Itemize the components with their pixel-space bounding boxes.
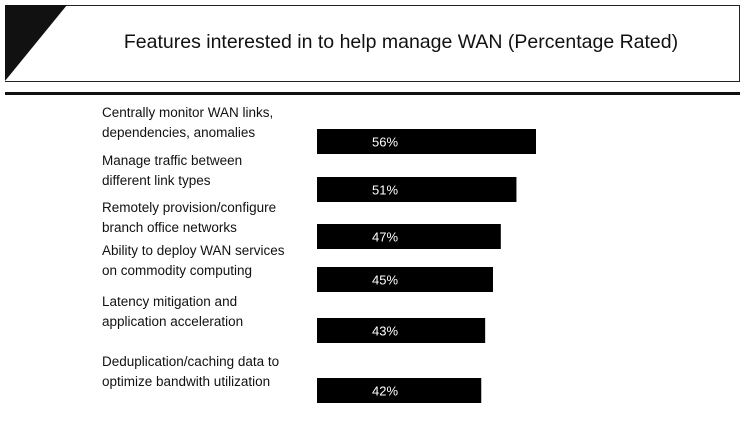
bar-value-label-2: 51% — [372, 183, 398, 198]
bar-3 — [317, 224, 501, 249]
category-label-2-line-2: different link types — [102, 173, 211, 188]
category-label-3-line-1: Remotely provision/configure — [102, 200, 276, 215]
bar-4 — [317, 267, 493, 292]
category-label-1-line-2: dependencies, anomalies — [102, 125, 255, 140]
bar-value-label-4: 45% — [372, 273, 398, 288]
title-banner — [5, 5, 740, 82]
category-label-4-line-1: Ability to deploy WAN services — [102, 243, 285, 258]
category-label-6-line-2: optimize bandwith utilization — [102, 374, 270, 389]
category-label-5-line-1: Latency mitigation and — [102, 294, 237, 309]
bar-value-label-6: 42% — [372, 384, 398, 399]
bar-value-label-5: 43% — [372, 324, 398, 339]
chart-title: Features interested in to help manage WA… — [123, 31, 679, 53]
category-label-6-line-1: Deduplication/caching data to — [102, 354, 279, 369]
bar-6 — [317, 378, 482, 403]
corner-triangle-decoration — [5, 5, 67, 81]
bar-value-label-3: 47% — [372, 230, 398, 245]
bar-1 — [317, 129, 536, 154]
category-label-3-line-2: branch office networks — [102, 220, 237, 235]
header-divider — [5, 92, 740, 95]
category-label-1-line-1: Centrally monitor WAN links, — [102, 105, 273, 120]
bar-2 — [317, 177, 517, 202]
category-label-5-line-2: application acceleration — [102, 314, 243, 329]
bar-5 — [317, 318, 486, 343]
category-label-2-line-1: Manage traffic between — [102, 153, 242, 168]
category-label-4-line-2: on commodity computing — [102, 263, 252, 278]
bar-value-label-1: 56% — [372, 135, 398, 150]
